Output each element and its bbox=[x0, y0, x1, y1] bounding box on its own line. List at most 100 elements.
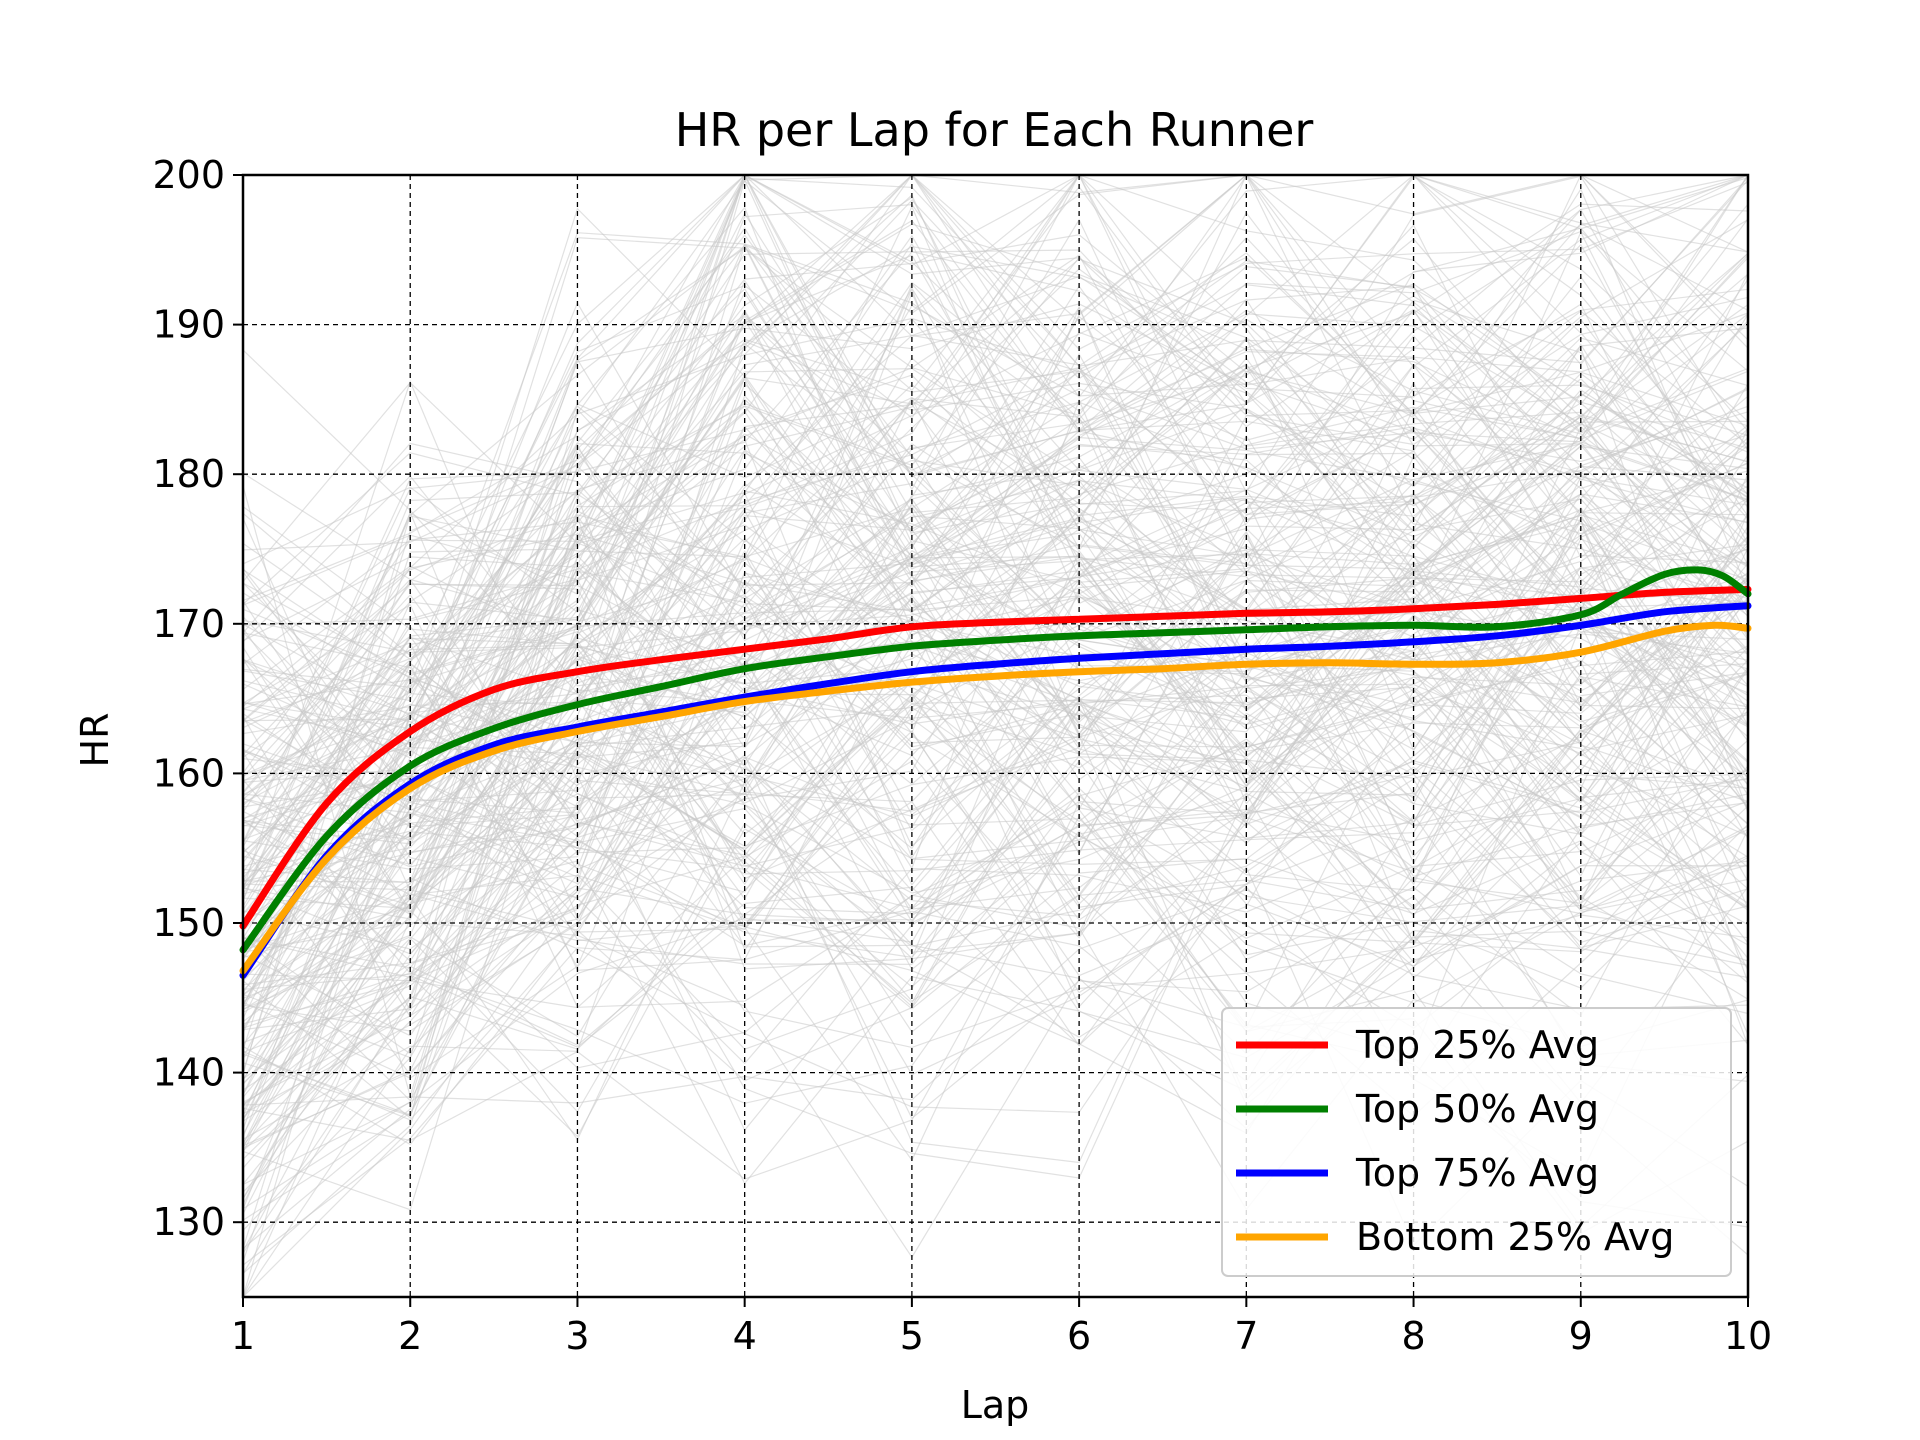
runner-trace bbox=[242, 426, 1749, 1117]
x-tick-label: 2 bbox=[398, 1314, 422, 1358]
runner-trace bbox=[242, 484, 1749, 979]
x-tick-label: 8 bbox=[1401, 1314, 1425, 1358]
runner-trace bbox=[242, 748, 1749, 1065]
runner-trace bbox=[242, 502, 1749, 906]
y-tick-label: 160 bbox=[152, 751, 225, 795]
runner-trace bbox=[242, 367, 1749, 887]
series-line-4 bbox=[239, 621, 1752, 975]
runner-trace bbox=[242, 441, 1749, 922]
runner-trace bbox=[242, 384, 1749, 675]
x-axis-label: Lap bbox=[961, 1383, 1030, 1427]
legend-label: Bottom 25% Avg bbox=[1356, 1215, 1674, 1259]
runner-trace bbox=[242, 548, 1749, 874]
x-tick-label: 4 bbox=[733, 1314, 757, 1358]
runner-trace bbox=[242, 174, 1749, 1262]
runner-trace bbox=[242, 320, 1749, 845]
runner-trace bbox=[242, 573, 1749, 1055]
x-tick-label: 1 bbox=[231, 1314, 255, 1358]
runner-trace bbox=[242, 291, 1749, 910]
runner-trace bbox=[242, 651, 1749, 1186]
legend-label: Top 75% Avg bbox=[1355, 1151, 1599, 1195]
runner-trace bbox=[242, 234, 1749, 840]
runner-trace bbox=[242, 173, 1749, 952]
y-axis-label: HR bbox=[73, 713, 117, 768]
x-tick-label: 6 bbox=[1067, 1314, 1091, 1358]
runner-trace bbox=[242, 174, 1749, 1215]
runner-trace bbox=[242, 434, 1749, 1099]
runner-trace bbox=[242, 735, 1749, 1029]
runner-trace bbox=[242, 579, 1749, 1079]
runner-trace bbox=[242, 396, 1749, 1003]
runner-trace bbox=[242, 565, 1749, 1169]
runner-trace bbox=[242, 282, 1749, 1091]
runner-trace bbox=[242, 174, 1749, 782]
runner-trace bbox=[242, 547, 1749, 1146]
runner-trace bbox=[242, 219, 1749, 1051]
y-tick-label: 140 bbox=[152, 1051, 225, 1095]
runner-trace bbox=[242, 256, 1749, 1045]
runner-trace bbox=[242, 227, 1749, 900]
x-tick-label: 10 bbox=[1724, 1314, 1772, 1358]
runner-trace bbox=[242, 185, 1749, 1019]
runner-trace bbox=[242, 315, 1749, 641]
runner-trace bbox=[242, 285, 1749, 614]
runner-trace bbox=[242, 640, 1749, 1080]
runner-trace bbox=[242, 305, 1749, 888]
runner-trace bbox=[242, 224, 1749, 1199]
y-tick-label: 170 bbox=[152, 602, 225, 646]
legend-label: Top 25% Avg bbox=[1355, 1023, 1599, 1067]
runner-trace bbox=[242, 572, 1749, 1252]
runner-trace bbox=[242, 541, 1749, 1147]
runner-trace bbox=[242, 596, 1749, 938]
plot-frame bbox=[241, 173, 1750, 1299]
runner-trace bbox=[242, 174, 1749, 863]
runner-trace bbox=[242, 619, 1749, 990]
runner-trace bbox=[242, 464, 1749, 1115]
x-tick-label: 3 bbox=[565, 1314, 589, 1358]
runner-trace bbox=[242, 720, 1749, 1152]
runner-trace bbox=[242, 536, 1749, 960]
runner-trace bbox=[242, 452, 1749, 842]
x-tick-label: 7 bbox=[1234, 1314, 1258, 1358]
series-line-3 bbox=[239, 602, 1752, 979]
runner-trace bbox=[242, 676, 1749, 1132]
y-tick-label: 200 bbox=[152, 153, 225, 197]
runner-trace bbox=[242, 698, 1749, 1162]
runner-trace bbox=[242, 490, 1749, 1145]
series-lines bbox=[239, 566, 1752, 979]
runner-trace bbox=[242, 603, 1749, 1083]
runner-trace bbox=[242, 383, 1749, 801]
runner-trace bbox=[242, 595, 1749, 895]
series-line-2 bbox=[239, 566, 1752, 954]
runner-trace bbox=[242, 331, 1749, 895]
runner-trace bbox=[242, 542, 1749, 1103]
runner-trace bbox=[242, 174, 1749, 847]
legend: Top 25% Avg Top 50% Avg Top 75% Avg Bottom … bbox=[1221, 1007, 1732, 1277]
axis-ticks: 1 2 3 4 5 6 7 8 9 10 130 140 150 160 170 180 190 200 bbox=[152, 153, 1772, 1358]
runner-trace bbox=[242, 561, 1749, 951]
runner-trace bbox=[242, 582, 1749, 1045]
runner-trace bbox=[242, 249, 1749, 661]
x-tick-label: 5 bbox=[900, 1314, 924, 1358]
runner-trace bbox=[242, 174, 1749, 827]
runner-trace bbox=[242, 364, 1749, 1098]
runner-trace bbox=[242, 591, 1749, 1106]
runner-trace bbox=[242, 258, 1749, 913]
runner-trace bbox=[242, 860, 1749, 1185]
y-tick-label: 130 bbox=[152, 1200, 225, 1244]
runner-trace bbox=[242, 441, 1749, 807]
runner-trace bbox=[242, 697, 1749, 1149]
runner-trace bbox=[242, 807, 1749, 1055]
runner-trace bbox=[242, 780, 1749, 1199]
runner-trace bbox=[242, 438, 1749, 859]
runner-trace bbox=[242, 288, 1749, 551]
y-tick-label: 180 bbox=[152, 452, 225, 496]
runner-trace bbox=[242, 506, 1749, 944]
runner-trace bbox=[242, 663, 1749, 1121]
runner-trace bbox=[242, 406, 1749, 1023]
series-line-1 bbox=[239, 585, 1752, 930]
runner-trace bbox=[242, 530, 1749, 858]
legend-box bbox=[1221, 1007, 1732, 1277]
runner-trace bbox=[242, 516, 1749, 970]
